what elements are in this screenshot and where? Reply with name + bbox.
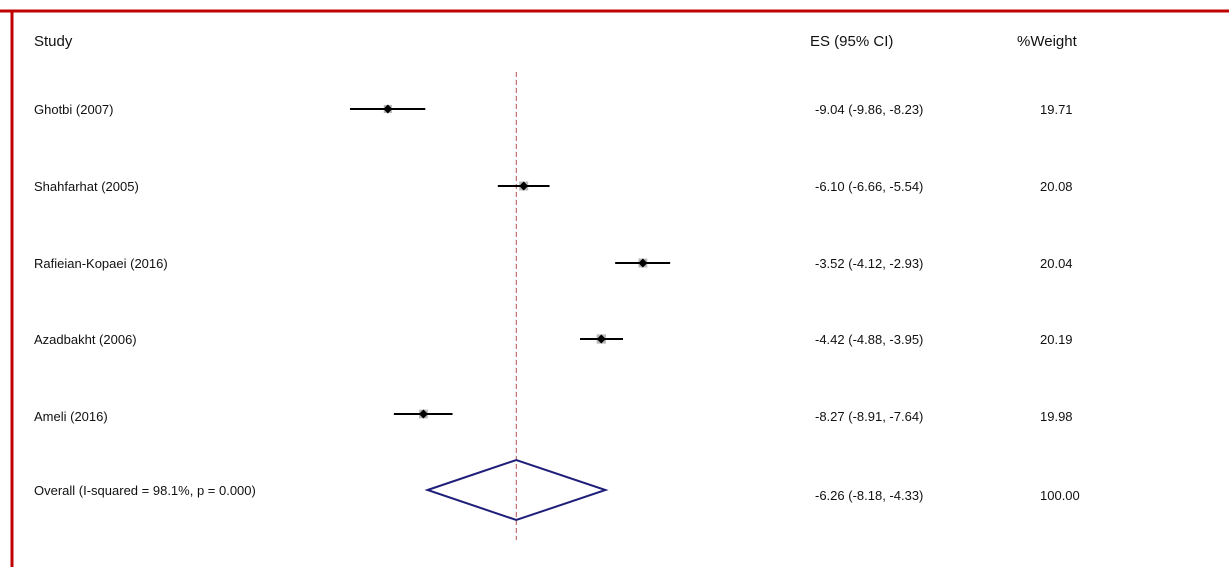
overall-label: Overall (I-squared = 98.1%, p = 0.000)	[34, 483, 256, 498]
study-es: -4.42 (-4.88, -3.95)	[815, 332, 924, 347]
study-es: -3.52 (-4.12, -2.93)	[815, 256, 924, 271]
overall-es: -6.26 (-8.18, -4.33)	[815, 488, 924, 503]
point-estimate	[383, 104, 393, 114]
study-label: Azadbakht (2006)	[34, 332, 137, 347]
study-weight: 19.98	[1040, 409, 1073, 424]
header-study: Study	[34, 33, 73, 50]
point-estimate	[418, 409, 428, 419]
study-label: Ameli (2016)	[34, 409, 108, 424]
study-es: -9.04 (-9.86, -8.23)	[815, 102, 924, 117]
study-es: -8.27 (-8.91, -7.64)	[815, 409, 924, 424]
header-es: ES (95% CI)	[810, 33, 894, 50]
study-weight: 20.08	[1040, 179, 1073, 194]
study-label: Ghotbi (2007)	[34, 102, 114, 117]
overall-diamond	[424, 458, 609, 522]
study-weight: 20.19	[1040, 332, 1073, 347]
point-estimate	[596, 334, 606, 344]
header-weight: %Weight	[1017, 33, 1077, 50]
study-weight: 20.04	[1040, 256, 1073, 271]
study-label: Shahfarhat (2005)	[34, 179, 139, 194]
point-estimate	[638, 258, 648, 268]
point-estimate	[519, 181, 529, 191]
study-weight: 19.71	[1040, 102, 1073, 117]
overall-weight: 100.00	[1040, 488, 1080, 503]
study-label: Rafieian-Kopaei (2016)	[34, 256, 168, 271]
study-es: -6.10 (-6.66, -5.54)	[815, 179, 924, 194]
